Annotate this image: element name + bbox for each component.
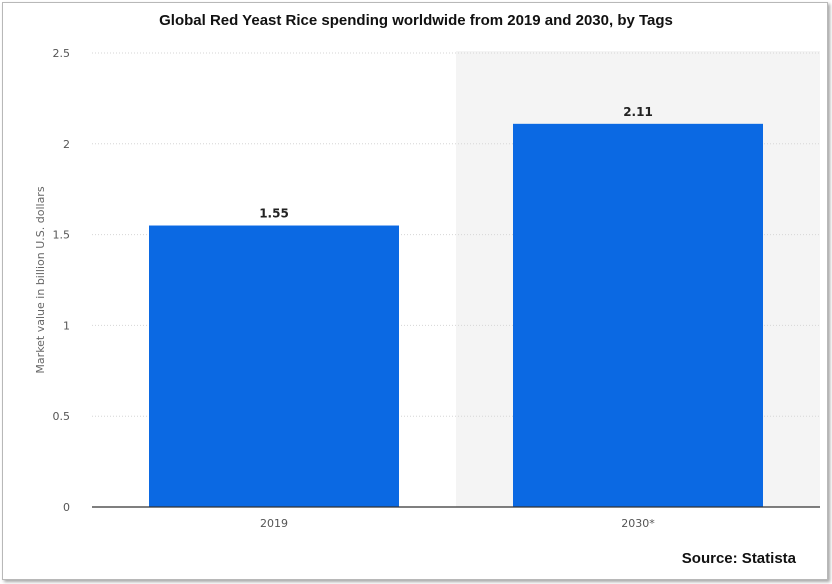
y-axis-label: Market value in billion U.S. dollars bbox=[34, 186, 47, 373]
bar bbox=[513, 123, 763, 507]
bar-data-label: 1.55 bbox=[259, 207, 289, 221]
y-tick-label: 0.5 bbox=[53, 410, 71, 423]
y-tick-label: 0 bbox=[63, 501, 70, 514]
y-tick-label: 2.5 bbox=[53, 47, 71, 60]
source-note: Source: Statista bbox=[681, 550, 796, 567]
y-tick-label: 2 bbox=[63, 138, 70, 151]
x-tick-label: 2019 bbox=[260, 517, 288, 530]
bar-data-label: 2.11 bbox=[623, 105, 653, 119]
chart-title: Global Red Yeast Rice spending worldwide… bbox=[159, 12, 673, 29]
y-tick-label: 1.5 bbox=[53, 229, 71, 242]
x-tick-label: 2030* bbox=[621, 517, 655, 530]
y-tick-label: 1 bbox=[63, 319, 70, 332]
bar bbox=[149, 225, 399, 507]
